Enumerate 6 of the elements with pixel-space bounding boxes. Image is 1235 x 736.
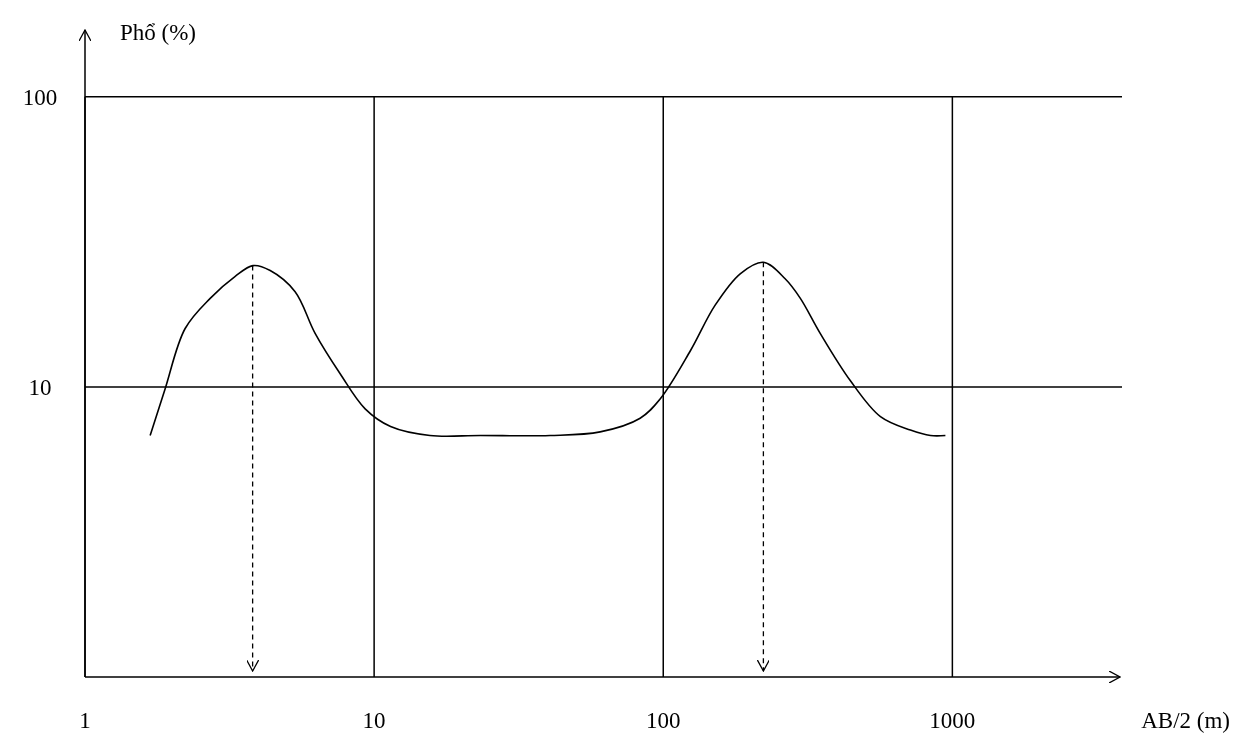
y-axis-title: Phổ (%) <box>120 20 197 45</box>
x-tick-label: 1 <box>79 708 91 733</box>
x-tick-label: 1000 <box>929 708 976 733</box>
x-tick-label: 10 <box>362 708 386 733</box>
x-tick-label: 100 <box>646 708 681 733</box>
x-axis-title: AB/2 (m) <box>1141 708 1230 733</box>
